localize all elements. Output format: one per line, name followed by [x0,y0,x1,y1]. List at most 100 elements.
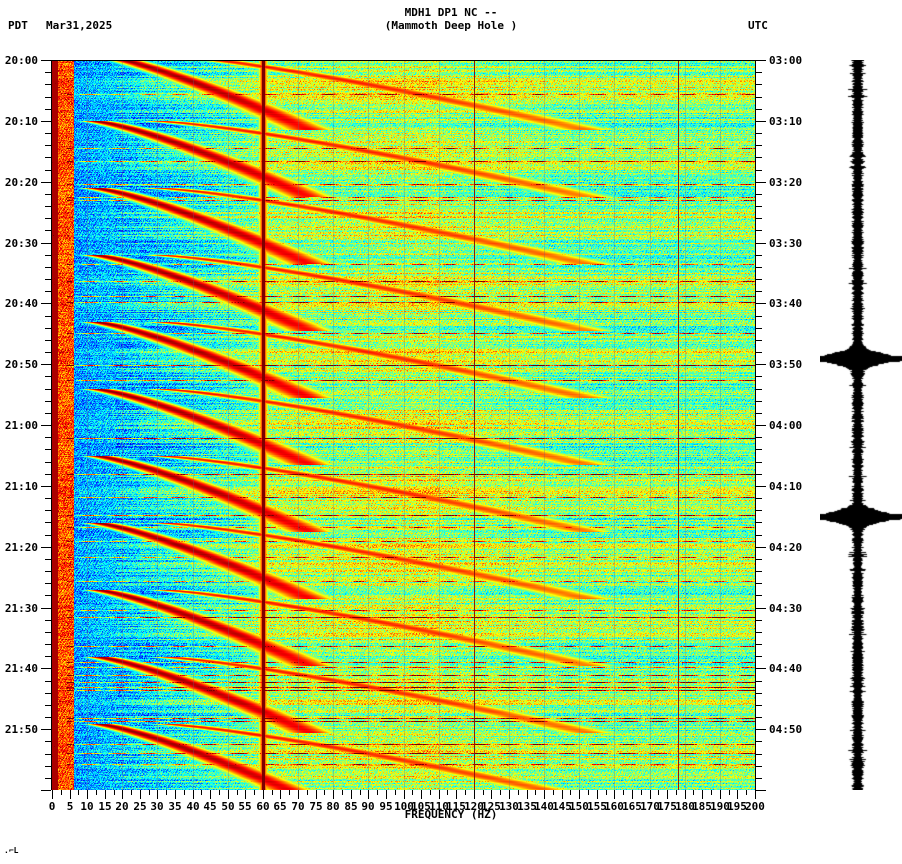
seismogram-trace [820,60,902,790]
time-tick-minor-left [45,632,51,633]
freq-tick-major [210,790,211,799]
freq-tick-major [52,790,53,799]
time-tick-minor-left [45,498,51,499]
freq-tick-minor [237,790,238,795]
freq-label: 90 [361,800,375,813]
time-tick-minor-left [45,72,51,73]
time-tick-major-right [756,486,766,487]
freq-tick-minor [61,790,62,795]
time-tick-minor-left [45,157,51,158]
time-tick-minor-left [45,170,51,171]
time-tick-major-left [41,425,51,426]
freq-tick-minor [570,790,571,795]
frequency-axis-title: FREQUENCY (HZ) [404,808,498,821]
freq-tick-major [650,790,651,799]
freq-tick-minor [693,790,694,795]
freq-label: 105 [411,800,431,813]
time-tick-minor-left [45,717,51,718]
freq-tick-major [597,790,598,799]
freq-tick-minor [711,790,712,795]
time-tick-major-right [756,608,766,609]
freq-tick-minor [518,790,519,795]
time-tick-minor-left [45,413,51,414]
axis-spine [755,60,756,790]
time-tick-major-left [41,729,51,730]
time-tick-minor-right [756,352,762,353]
freq-tick-major [351,790,352,799]
freq-tick-minor [641,790,642,795]
freq-tick-major [702,790,703,799]
time-tick-minor-right [756,328,762,329]
corner-artifact: .⌐L [4,846,19,855]
freq-label: 185 [692,800,712,813]
freq-tick-major [386,790,387,799]
time-tick-major-left [41,547,51,548]
freq-tick-major [509,790,510,799]
freq-tick-major [87,790,88,799]
time-tick-minor-right [756,741,762,742]
time-label-utc: 03:40 [769,297,803,311]
time-tick-major-right [756,668,766,669]
freq-tick-minor [78,790,79,795]
freq-tick-major [527,790,528,799]
time-tick-minor-right [756,279,762,280]
time-tick-major-left [41,790,51,791]
freq-tick-major [737,790,738,799]
time-tick-minor-left [45,681,51,682]
freq-tick-minor [465,790,466,795]
time-tick-minor-left [45,376,51,377]
freq-tick-major [456,790,457,799]
freq-tick-minor [254,790,255,795]
freq-label: 150 [569,800,589,813]
time-label-utc: 04:50 [769,723,803,737]
time-tick-minor-left [45,328,51,329]
freq-tick-minor [606,790,607,795]
time-tick-minor-left [45,255,51,256]
time-tick-minor-right [756,84,762,85]
freq-label: 135 [517,800,537,813]
time-label-utc: 04:00 [769,419,803,432]
freq-tick-major [685,790,686,799]
time-label-utc: 04:40 [769,662,803,676]
freq-tick-minor [184,790,185,795]
time-tick-minor-right [756,194,762,195]
time-tick-minor-left [45,522,51,523]
freq-label: 60 [256,800,270,813]
time-tick-minor-right [756,705,762,706]
time-label-pdt: 20:00 [4,54,38,67]
freq-label: 45 [203,800,217,813]
time-tick-minor-right [756,316,762,317]
freq-label: 65 [273,800,287,813]
time-tick-major-right [756,243,766,244]
time-label-utc: 03:10 [769,114,803,128]
time-tick-minor-left [45,583,51,584]
time-tick-minor-right [756,170,762,171]
freq-tick-minor [307,790,308,795]
freq-label: 125 [481,800,501,813]
time-tick-minor-right [756,656,762,657]
freq-label: 25 [133,800,147,813]
freq-tick-minor [500,790,501,795]
freq-tick-major [720,790,721,799]
time-tick-minor-left [45,693,51,694]
time-tick-minor-left [45,401,51,402]
time-tick-major-left [41,608,51,609]
freq-label: 95 [379,800,393,813]
time-label-pdt: 20:50 [4,358,38,372]
freq-tick-minor [131,790,132,795]
time-label-utc: 04:20 [769,540,803,554]
freq-tick-minor [377,790,378,795]
time-tick-minor-left [45,352,51,353]
freq-tick-major [263,790,264,799]
header-date: Mar31,2025 [46,19,113,32]
time-tick-minor-right [756,595,762,596]
time-tick-minor-right [756,778,762,779]
time-tick-minor-right [756,571,762,572]
time-tick-minor-left [45,741,51,742]
time-tick-minor-left [45,449,51,450]
time-tick-major-right [756,790,766,791]
time-tick-minor-left [45,535,51,536]
freq-tick-minor [746,790,747,795]
time-label-pdt: 20:40 [4,297,38,311]
spectrogram-canvas [52,60,755,790]
